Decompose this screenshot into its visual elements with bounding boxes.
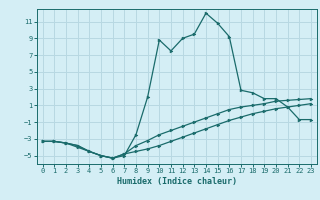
X-axis label: Humidex (Indice chaleur): Humidex (Indice chaleur) [117,177,237,186]
